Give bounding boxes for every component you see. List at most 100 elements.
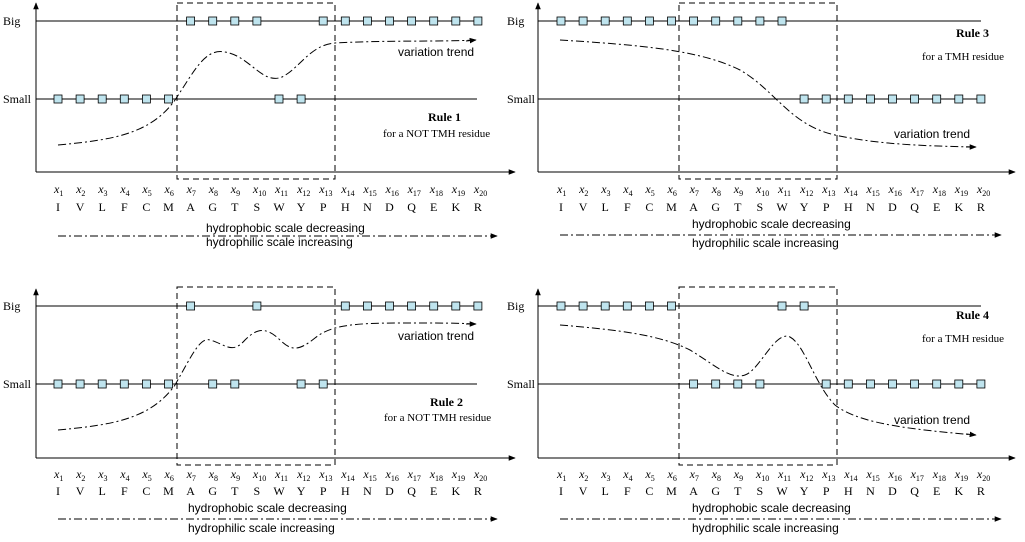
rule-description: for a NOT TMH residue [384, 412, 491, 424]
tmh-window-box [176, 286, 336, 466]
x-tick-label: x14 [843, 182, 857, 198]
big-marker-T [733, 16, 743, 26]
big-marker-R [473, 301, 483, 311]
trend-label: variation trend [894, 413, 970, 427]
x-tick-label: x15 [362, 182, 376, 198]
big-marker-A [689, 16, 698, 26]
marker-group [556, 16, 986, 104]
x-tick-label: x1 [53, 182, 63, 198]
small-marker-E [932, 379, 942, 389]
big-marker-M [667, 301, 676, 311]
big-marker-Q [407, 16, 417, 26]
big-marker-V [578, 301, 588, 311]
residue-label-V: V [579, 200, 588, 214]
small-marker-F [119, 94, 129, 104]
small-marker-I [53, 94, 63, 104]
big-label: Big [507, 14, 524, 28]
small-marker-Q [910, 379, 919, 389]
residue-label-H: H [844, 484, 853, 498]
x-tick-label: x16 [888, 182, 902, 198]
small-marker-V [75, 379, 85, 389]
big-marker-S [252, 301, 262, 311]
residue-label-P: P [320, 484, 327, 498]
x-tick-label: x2 [75, 182, 85, 198]
x-tick-label: x6 [164, 182, 174, 198]
x-tick-label: x17 [407, 467, 421, 483]
hydrophobic-caption: hydrophobic scale decreasing [692, 501, 851, 515]
big-marker-N [362, 16, 372, 26]
residue-label-Q: Q [407, 200, 416, 214]
big-marker-V [578, 16, 588, 26]
residue-label-V: V [76, 200, 85, 214]
small-marker-T [230, 379, 240, 389]
trend-arrow [465, 37, 477, 44]
residue-label-E: E [430, 484, 437, 498]
small-marker-L [97, 379, 107, 389]
x-tick-label: x10 [755, 182, 769, 198]
hydrophobic-caption: hydrophobic scale decreasing [692, 217, 851, 231]
residue-label-I: I [56, 200, 60, 214]
residue-label-K: K [451, 484, 460, 498]
x-tick-label: x2 [578, 467, 588, 483]
panel-rule-3: Big Small variation trend Rule 3 for a T… [507, 2, 1016, 250]
big-marker-Q [407, 301, 417, 311]
x-tick-label: x3 [97, 467, 107, 483]
x-tick-label: x8 [711, 467, 721, 483]
residue-label-C: C [142, 200, 150, 214]
small-marker-G [208, 379, 218, 389]
residue-label-T: T [231, 484, 239, 498]
x-tick-label: x11 [274, 182, 288, 198]
residue-label-Q: Q [910, 484, 919, 498]
small-marker-N [866, 94, 875, 104]
small-label: Small [3, 377, 32, 391]
x-tick-label: x13 [821, 467, 835, 483]
hydrophilic-caption: hydrophilic scale increasing [692, 521, 839, 535]
x-tick-label: x3 [600, 182, 610, 198]
residue-label-K: K [954, 484, 963, 498]
residue-label-N: N [363, 484, 372, 498]
hydrophilic-caption: hydrophilic scale increasing [692, 236, 839, 250]
residue-label-N: N [866, 484, 875, 498]
small-marker-I [53, 379, 63, 389]
residue-label-R: R [474, 484, 482, 498]
x-tick-label: x16 [888, 467, 902, 483]
big-label: Big [3, 14, 20, 28]
residue-label-R: R [977, 484, 985, 498]
small-marker-W [274, 94, 284, 104]
marker-group [556, 301, 986, 389]
x-tick-label: x15 [362, 467, 376, 483]
big-marker-C [645, 301, 654, 311]
x-tick-label: x5 [644, 182, 654, 198]
big-marker-P [318, 16, 328, 26]
small-marker-A [689, 379, 698, 389]
residue-label-P: P [823, 200, 830, 214]
x-tick-label: x14 [340, 182, 354, 198]
residue-label-C: C [645, 484, 653, 498]
x-tick-label: x5 [644, 467, 654, 483]
small-label: Small [507, 92, 536, 106]
residue-label-H: H [341, 200, 350, 214]
big-marker-I [556, 301, 566, 311]
x-tick-label: x15 [865, 467, 879, 483]
x-tick-label: x15 [865, 182, 879, 198]
residue-label-V: V [579, 484, 588, 498]
panel-rule-2: Big Small variation trend Rule 2 for a N… [3, 286, 516, 535]
residue-label-D: D [888, 484, 897, 498]
marker-group [53, 16, 483, 104]
small-marker-R [976, 94, 986, 104]
trend-label: variation trend [894, 127, 970, 141]
residue-label-A: A [186, 200, 195, 214]
x-tick-label: x7 [186, 182, 196, 198]
residue-label-L: L [602, 200, 609, 214]
x-tick-label: x1 [53, 467, 63, 483]
x-tick-label: x18 [429, 467, 443, 483]
residue-label-Q: Q [910, 200, 919, 214]
residue-label-H: H [341, 484, 350, 498]
big-label: Big [3, 299, 20, 313]
trend-label: variation trend [398, 329, 474, 343]
trend-curve [559, 324, 976, 436]
rule-description: for a TMH residue [922, 333, 1004, 345]
x-tick-label: x20 [473, 182, 487, 198]
x-tick-label: x2 [75, 467, 85, 483]
residue-label-W: W [776, 484, 788, 498]
